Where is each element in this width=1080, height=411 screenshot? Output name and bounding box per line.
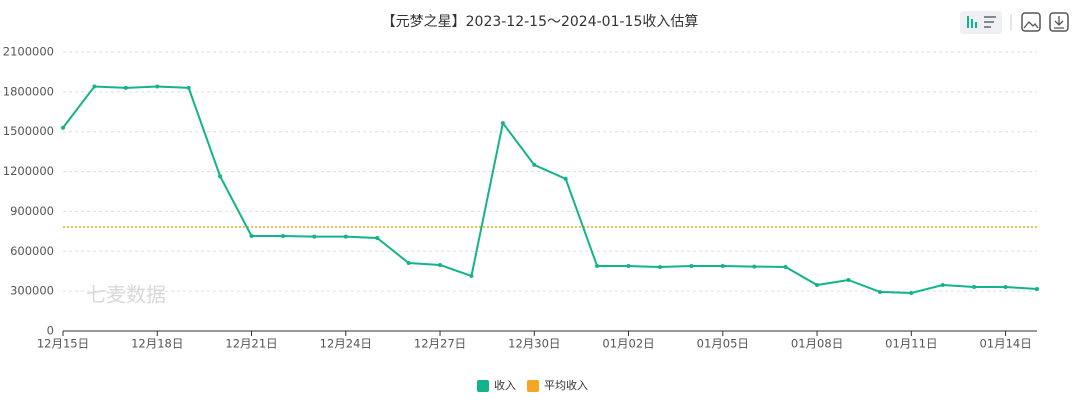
- y-tick-label: 0: [47, 324, 54, 338]
- point: [877, 289, 882, 294]
- point: [815, 283, 820, 288]
- y-tick-label: 900000: [10, 204, 54, 218]
- point: [1035, 287, 1039, 292]
- chart-title: 【元梦之星】2023-12-15～2024-01-15收入估算: [382, 14, 699, 30]
- x-tick-label: 12月30日: [508, 337, 560, 351]
- x-tick-label: 01月08日: [791, 337, 843, 351]
- x-tick-label: 01月11日: [885, 337, 937, 351]
- point: [532, 162, 537, 167]
- point: [846, 277, 851, 282]
- legend-swatch: [527, 380, 539, 392]
- point: [155, 84, 160, 89]
- point: [280, 234, 285, 239]
- toolbar: [960, 11, 1069, 34]
- point: [123, 85, 128, 90]
- point: [689, 264, 694, 269]
- x-tick-label: 01月05日: [697, 337, 749, 351]
- legend-label: 收入: [494, 378, 516, 392]
- point: [657, 264, 662, 269]
- point: [218, 174, 223, 179]
- y-tick-label: 2100000: [3, 45, 54, 59]
- y-tick-label: 600000: [10, 244, 54, 258]
- x-tick-label: 01月14日: [979, 337, 1031, 351]
- x-tick-label: 12月15日: [37, 337, 89, 351]
- point: [972, 285, 977, 290]
- point: [469, 273, 474, 278]
- download-button[interactable]: [1049, 12, 1069, 32]
- x-tick-label: 12月18日: [131, 337, 183, 351]
- point: [783, 264, 788, 269]
- point: [752, 264, 757, 269]
- line: [62, 85, 1038, 295]
- point: [249, 234, 254, 239]
- point: [500, 121, 505, 126]
- point: [92, 84, 97, 89]
- legend-swatch: [477, 380, 489, 392]
- x-tick-label: 12月27日: [414, 337, 466, 351]
- x-tick-label: 12月21日: [225, 337, 277, 351]
- point: [720, 264, 725, 269]
- point: [626, 264, 631, 269]
- y-tick-label: 1500000: [3, 124, 54, 138]
- point: [61, 125, 65, 130]
- x-tick-label: 01月02日: [602, 337, 654, 351]
- point: [343, 234, 348, 239]
- point: [595, 264, 600, 269]
- point: [1003, 285, 1008, 290]
- point: [909, 291, 914, 296]
- x-tick-label: 12月24日: [320, 337, 372, 351]
- point: [186, 85, 191, 90]
- legend-label: 平均收入: [544, 378, 588, 392]
- point: [940, 283, 945, 288]
- y-tick-label: 300000: [10, 284, 54, 298]
- chart-type-toggle[interactable]: [960, 11, 1002, 34]
- point: [406, 260, 411, 265]
- watermark: 七麦数据: [86, 283, 166, 307]
- y-tick-label: 1200000: [3, 164, 54, 178]
- point: [438, 262, 443, 267]
- save-image-button[interactable]: [1021, 12, 1041, 32]
- point: [312, 234, 317, 239]
- point: [563, 176, 568, 181]
- point: [375, 236, 380, 240]
- y-tick-label: 1800000: [3, 84, 54, 98]
